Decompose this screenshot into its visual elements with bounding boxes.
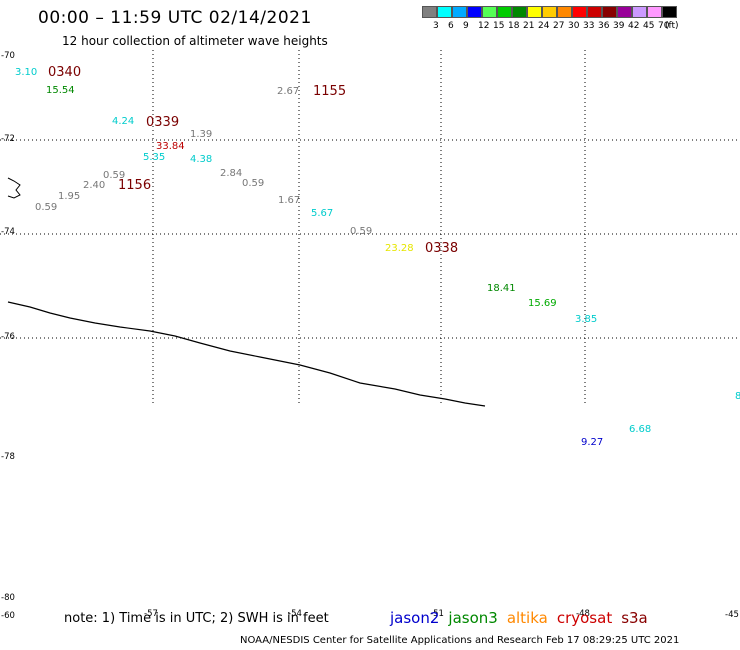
legend-swatch: [647, 6, 662, 18]
legend-tick: 39: [613, 21, 625, 31]
wave-height-value: 23.28: [385, 243, 414, 254]
legend-tick: 6: [448, 21, 454, 31]
longitude-label: -60: [1, 611, 15, 621]
legend-tick: 27: [553, 21, 565, 31]
legend-unit: (ft): [665, 21, 679, 31]
legend-tick: 21: [523, 21, 535, 31]
latitude-label: -80: [1, 593, 15, 603]
legend-swatches: [422, 6, 677, 18]
wave-height-value: 5.35: [143, 152, 165, 163]
pass-time-label: 1155: [313, 84, 346, 99]
grid-labels: -70 -72 -74 -76 -78 -80 -60 -57 -54 -51 -48 -45: [1, 51, 739, 621]
wave-height-value: 0.59: [35, 202, 57, 213]
longitude-label: -51: [430, 609, 444, 619]
legend-tick: 33: [583, 21, 595, 31]
wave-height-value: 0.59: [350, 226, 372, 237]
wave-height-value: 1.67: [278, 195, 300, 206]
legend-swatch: [662, 6, 677, 18]
legend-swatch: [497, 6, 512, 18]
wave-height-value: 33.84: [156, 141, 185, 152]
wave-height-value: 0.59: [242, 178, 264, 189]
graticule: [0, 50, 740, 405]
wave-height-value: 4.24: [112, 116, 134, 127]
legend-tick: 9: [463, 21, 469, 31]
pass-time-label: 0340: [48, 65, 81, 80]
wave-height-value: 2.67: [277, 86, 299, 97]
legend-tick: 18: [508, 21, 520, 31]
satellite-legend: jason2 jason3 altika cryosat s3a: [390, 609, 657, 627]
legend-tick: 3: [433, 21, 439, 31]
units-note: note: 1) Time is in UTC; 2) SWH is in fe…: [64, 611, 329, 626]
legend-tick: 15: [493, 21, 505, 31]
longitude-label: -48: [576, 609, 590, 619]
wave-height-value: 5.67: [311, 208, 333, 219]
pass-time-labels: 0340 1155 0339 1156 0338: [48, 65, 458, 256]
legend-swatch: [542, 6, 557, 18]
pass-time-label: 0339: [146, 115, 179, 130]
coastline: [7, 177, 486, 407]
latitude-label: -78: [1, 452, 15, 462]
wave-height-value: 9.27: [581, 437, 603, 448]
legend-tick: 24: [538, 21, 550, 31]
legend-swatch: [587, 6, 602, 18]
legend-tick: 30: [568, 21, 580, 31]
legend-swatch: [467, 6, 482, 18]
wave-height-value: 1.95: [58, 191, 80, 202]
map-subtitle: 12 hour collection of altimeter wave hei…: [62, 34, 328, 48]
satellite-label: s3a: [621, 609, 648, 627]
island-coastline: [7, 177, 21, 199]
map-title: 00:00 – 11:59 UTC 02/14/2021: [38, 8, 312, 28]
legend-swatch: [557, 6, 572, 18]
pass-time-label: 1156: [118, 178, 151, 193]
legend-tick: 70: [658, 21, 670, 31]
wave-height-value: 3.10: [15, 67, 37, 78]
legend-swatch: [617, 6, 632, 18]
wave-height-value: 2.40: [83, 180, 105, 191]
legend-swatch: [422, 6, 437, 18]
legend-swatch: [512, 6, 527, 18]
latitude-label: -76: [1, 332, 15, 342]
legend-swatch: [632, 6, 647, 18]
wave-height-value: 2.84: [220, 168, 242, 179]
credit-line: NOAA/NESDIS Center for Satellite Applica…: [240, 635, 680, 646]
legend-swatch: [602, 6, 617, 18]
satellite-label: jason2: [390, 609, 440, 627]
satellite-label: altika: [506, 609, 548, 627]
legend-swatch: [482, 6, 497, 18]
wave-height-value: 15.69: [528, 298, 557, 309]
wave-height-value: 15.54: [46, 85, 75, 96]
wave-height-value: 6.68: [629, 424, 651, 435]
latitude-label: -74: [1, 227, 15, 237]
legend-swatch: [527, 6, 542, 18]
wave-height-value: 1.39: [190, 129, 212, 140]
wave-height-value: 3.85: [575, 314, 597, 325]
legend-ticks: 3 6 9 12 15 18 21 24 27 30 33 36 39 42 45 70 (ft): [422, 21, 740, 35]
satellite-label: jason3: [448, 609, 498, 627]
latitude-label: -70: [1, 51, 15, 61]
wave-height-value: 18.41: [487, 283, 516, 294]
longitude-label: -57: [144, 609, 158, 619]
legend-tick: 45: [643, 21, 655, 31]
legend-swatch: [452, 6, 467, 18]
legend-swatch: [437, 6, 452, 18]
satellite-label: cryosat: [556, 609, 613, 627]
legend-tick: 42: [628, 21, 640, 31]
longitude-label: -54: [288, 609, 302, 619]
pass-time-label: 0338: [425, 241, 458, 256]
legend-swatch: [572, 6, 587, 18]
legend-tick: 36: [598, 21, 610, 31]
longitude-label: -45: [725, 610, 739, 620]
legend-tick: 12: [478, 21, 490, 31]
antarctic-coastline: [7, 301, 486, 407]
wave-height-value: 4.38: [190, 154, 212, 165]
wave-height-value: 8: [735, 391, 740, 402]
color-scale-legend: 3 6 9 12 15 18 21 24 27 30 33 36 39 42 45 70 (ft): [422, 6, 679, 31]
latitude-label: -72: [1, 134, 15, 144]
wave-height-value: 0.59: [103, 170, 125, 181]
